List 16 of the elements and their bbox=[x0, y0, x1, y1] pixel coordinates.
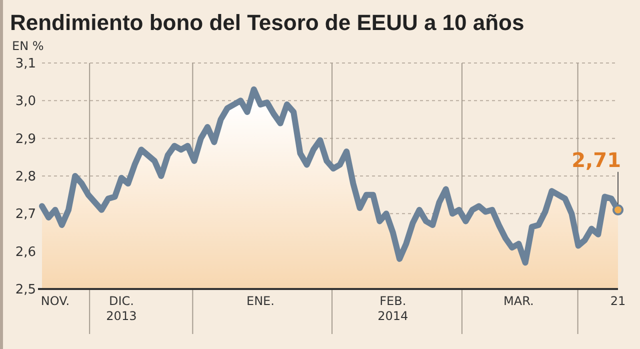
y-tick-label: 2,6 bbox=[15, 244, 36, 260]
x-tick-label: 21 bbox=[610, 294, 626, 308]
annotation: 2,71 bbox=[572, 148, 621, 172]
x-tick-label: FEB. 2014 bbox=[378, 294, 408, 323]
x-tick-label: MAR. bbox=[504, 294, 534, 308]
y-tick-label: 3,0 bbox=[15, 94, 36, 110]
y-tick-label: 2,9 bbox=[15, 132, 36, 147]
y-axis-title: EN % bbox=[12, 39, 44, 53]
x-tick-label: ENE. bbox=[246, 294, 274, 308]
chart-title: Rendimiento bono del Tesoro de EEUU a 10 años bbox=[10, 10, 524, 35]
y-tick-label: 2,7 bbox=[15, 207, 36, 222]
y-tick-label: 2,8 bbox=[15, 170, 36, 185]
x-tick-label: DIC. 2013 bbox=[106, 294, 137, 323]
y-tick-label: 2,5 bbox=[15, 282, 36, 298]
x-tick-label: NOV. bbox=[40, 294, 70, 308]
y-tick-label: 3,1 bbox=[15, 56, 36, 72]
